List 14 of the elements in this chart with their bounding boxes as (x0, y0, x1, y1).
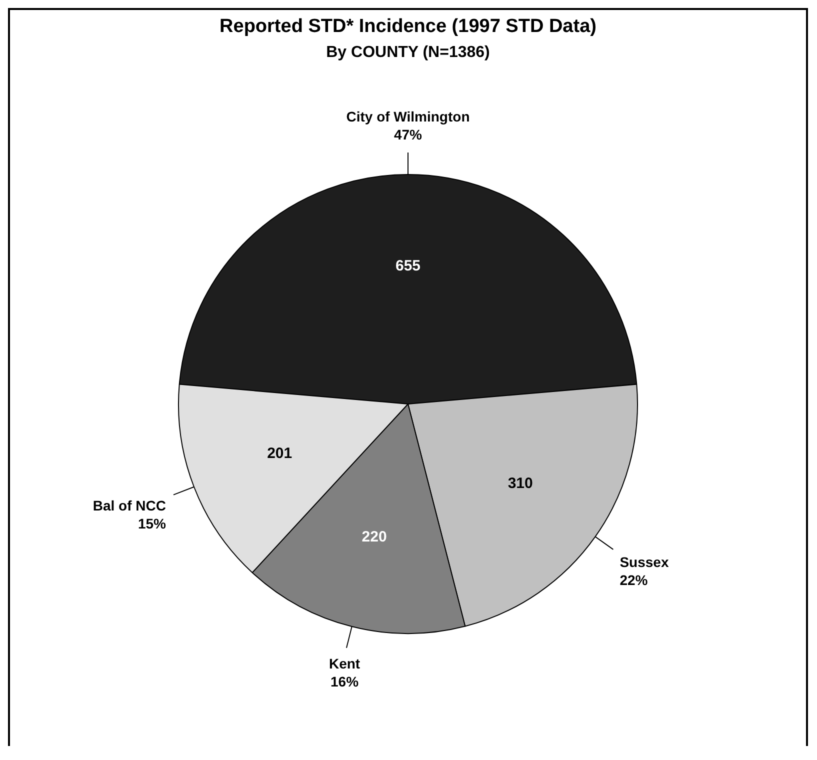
slice-label: City of Wilmington (346, 108, 470, 124)
chart-title: Reported STD* Incidence (1997 STD Data) (218, 16, 598, 38)
text: 16% (330, 673, 359, 690)
slice-label: Sussex (620, 554, 669, 570)
text: 47% (394, 126, 422, 142)
data-label: 655 (395, 257, 421, 274)
text: 15% (138, 516, 166, 532)
data-label: 220 (362, 528, 387, 546)
slice-label: Kent (328, 655, 360, 672)
chart-subtitle: By COUNTY (N=1386) (325, 44, 491, 62)
text: 22% (620, 572, 648, 588)
slice-label: Bal of NCC (92, 498, 166, 514)
data-label: 201 (267, 444, 292, 462)
data-label: 310 (508, 474, 533, 492)
